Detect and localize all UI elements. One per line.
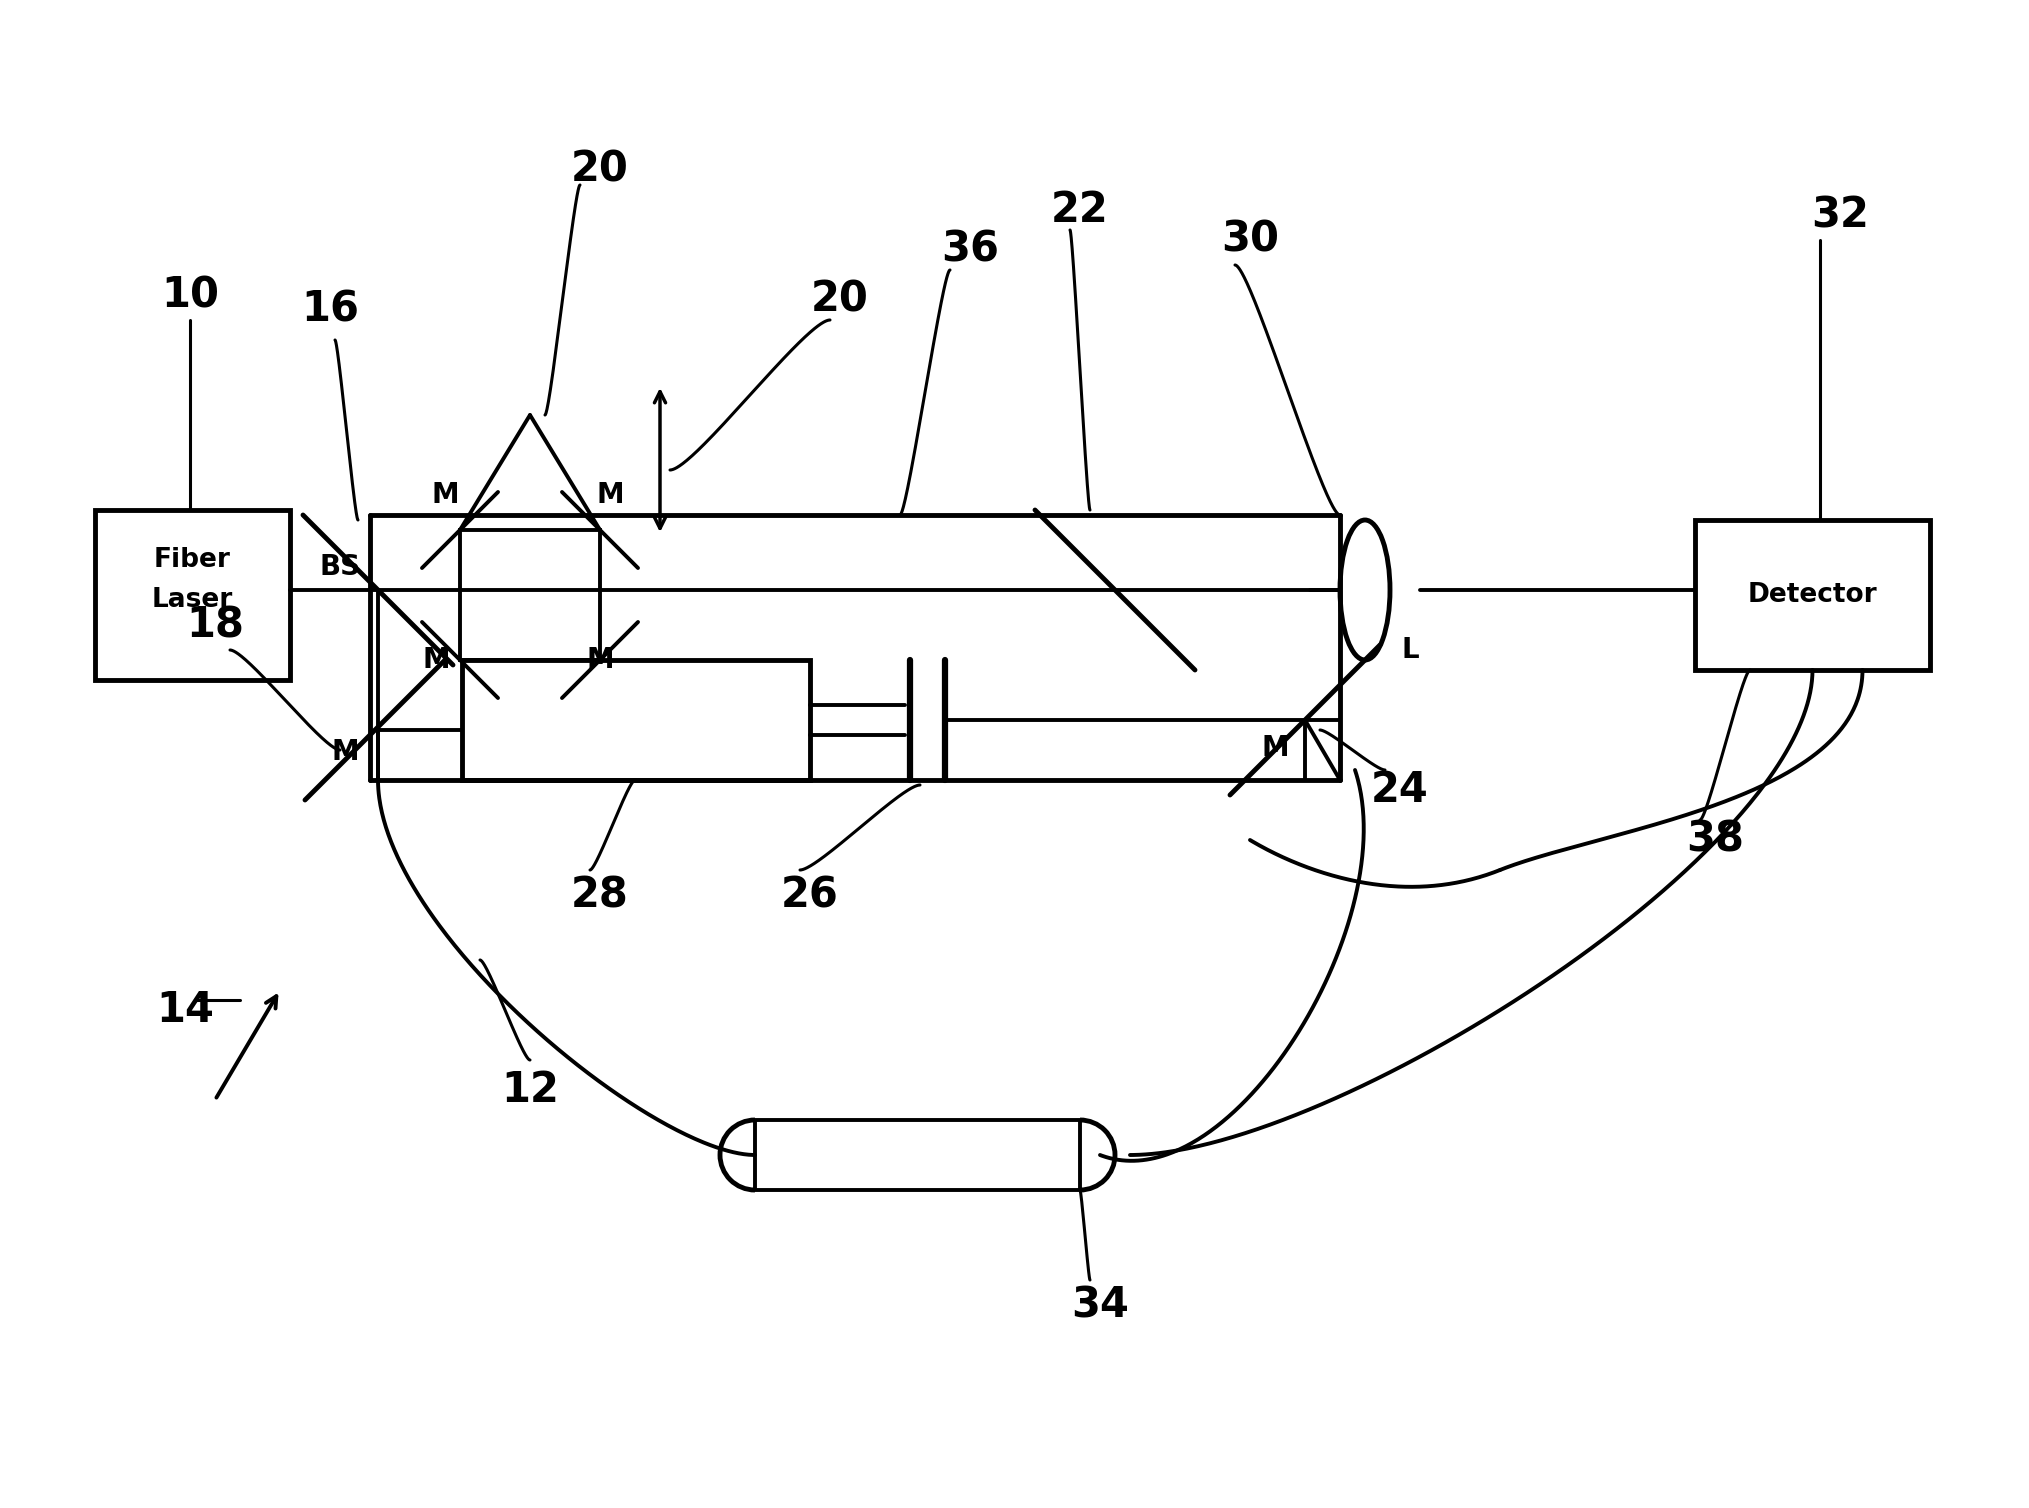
Text: Detector: Detector xyxy=(1747,582,1877,608)
Text: M: M xyxy=(586,645,615,674)
Text: 38: 38 xyxy=(1686,819,1745,861)
Bar xyxy=(461,529,601,661)
Text: 18: 18 xyxy=(187,605,243,645)
Text: M: M xyxy=(597,481,623,510)
Text: M: M xyxy=(331,737,359,766)
Text: Fiber: Fiber xyxy=(154,547,231,573)
Text: 36: 36 xyxy=(941,229,998,271)
Text: 32: 32 xyxy=(1812,195,1869,235)
Text: 20: 20 xyxy=(812,279,868,321)
Text: Laser: Laser xyxy=(152,587,233,612)
Text: 28: 28 xyxy=(570,875,629,915)
Text: M: M xyxy=(1262,734,1288,762)
Text: 16: 16 xyxy=(300,290,359,330)
Text: L: L xyxy=(1402,636,1418,664)
Text: 34: 34 xyxy=(1071,1283,1128,1326)
Bar xyxy=(95,510,290,680)
Text: 10: 10 xyxy=(160,274,219,317)
Text: 14: 14 xyxy=(156,989,213,1031)
Bar xyxy=(1694,520,1930,670)
Text: BS: BS xyxy=(319,553,361,581)
Text: 24: 24 xyxy=(1372,769,1428,811)
Bar xyxy=(755,1120,1079,1190)
Text: 22: 22 xyxy=(1051,188,1110,231)
Text: 20: 20 xyxy=(570,149,629,192)
Text: M: M xyxy=(422,645,450,674)
Text: 26: 26 xyxy=(781,875,838,915)
Bar xyxy=(463,661,810,780)
Text: M: M xyxy=(432,481,459,510)
Text: 12: 12 xyxy=(501,1069,558,1111)
Text: 30: 30 xyxy=(1221,219,1278,261)
Ellipse shape xyxy=(1339,520,1390,661)
